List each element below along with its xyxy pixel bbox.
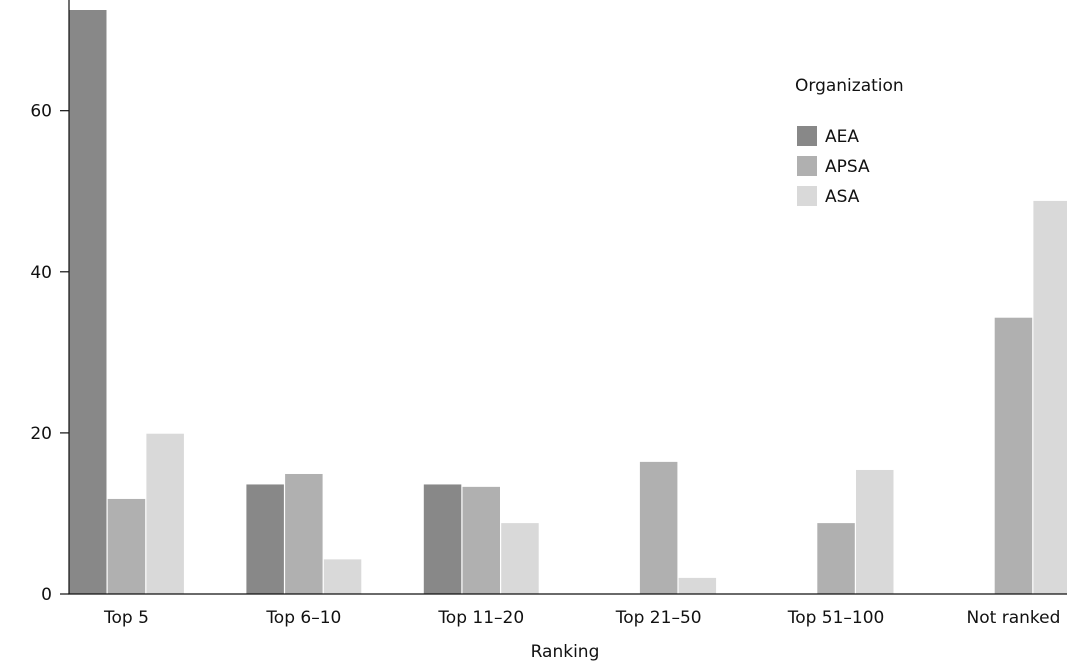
bar-aea-1 (246, 484, 284, 594)
legend-label-aea: AEA (825, 127, 859, 147)
legend-swatch-apsa (797, 156, 817, 176)
x-tick-label: Not ranked (967, 608, 1061, 628)
x-tick-label: Top 6–10 (265, 608, 341, 628)
legend: Organization AEA APSA ASA (795, 76, 904, 207)
bar-apsa-4 (817, 523, 855, 594)
bar-asa-0 (146, 433, 184, 594)
legend-label-apsa: APSA (825, 157, 870, 177)
bar-asa-3 (678, 577, 717, 594)
bar-asa-2 (501, 523, 539, 594)
bar-aea-0 (69, 10, 107, 594)
bar-apsa-0 (107, 498, 146, 594)
x-tick-label: Top 11–20 (437, 608, 524, 628)
bars-layer (69, 10, 1067, 594)
bar-apsa-5 (994, 317, 1033, 594)
legend-label-asa: ASA (825, 187, 860, 207)
bar-asa-5 (1033, 200, 1067, 594)
bar-asa-1 (323, 559, 362, 594)
axis-layer: Top 5 Top 6–10 Top 11–20 Top 21–50 Top 51–10… (30, 0, 1067, 628)
bar-apsa-3 (639, 461, 678, 594)
y-tick-label: 60 (30, 102, 52, 122)
bar-asa-4 (856, 469, 894, 594)
y-tick-label: 20 (30, 424, 52, 444)
bar-apsa-2 (462, 486, 500, 594)
y-tick-label: 40 (30, 263, 52, 283)
legend-swatch-aea (797, 126, 817, 146)
y-tick-label: 0 (41, 585, 52, 605)
legend-title: Organization (795, 76, 904, 96)
x-tick-label: Top 5 (103, 608, 149, 628)
bar-aea-2 (423, 484, 462, 594)
x-axis-title: Ranking (531, 642, 600, 662)
bar-apsa-1 (285, 473, 323, 594)
legend-swatch-asa (797, 186, 817, 206)
x-tick-label: Top 51–100 (787, 608, 885, 628)
x-tick-label: Top 21–50 (615, 608, 702, 628)
